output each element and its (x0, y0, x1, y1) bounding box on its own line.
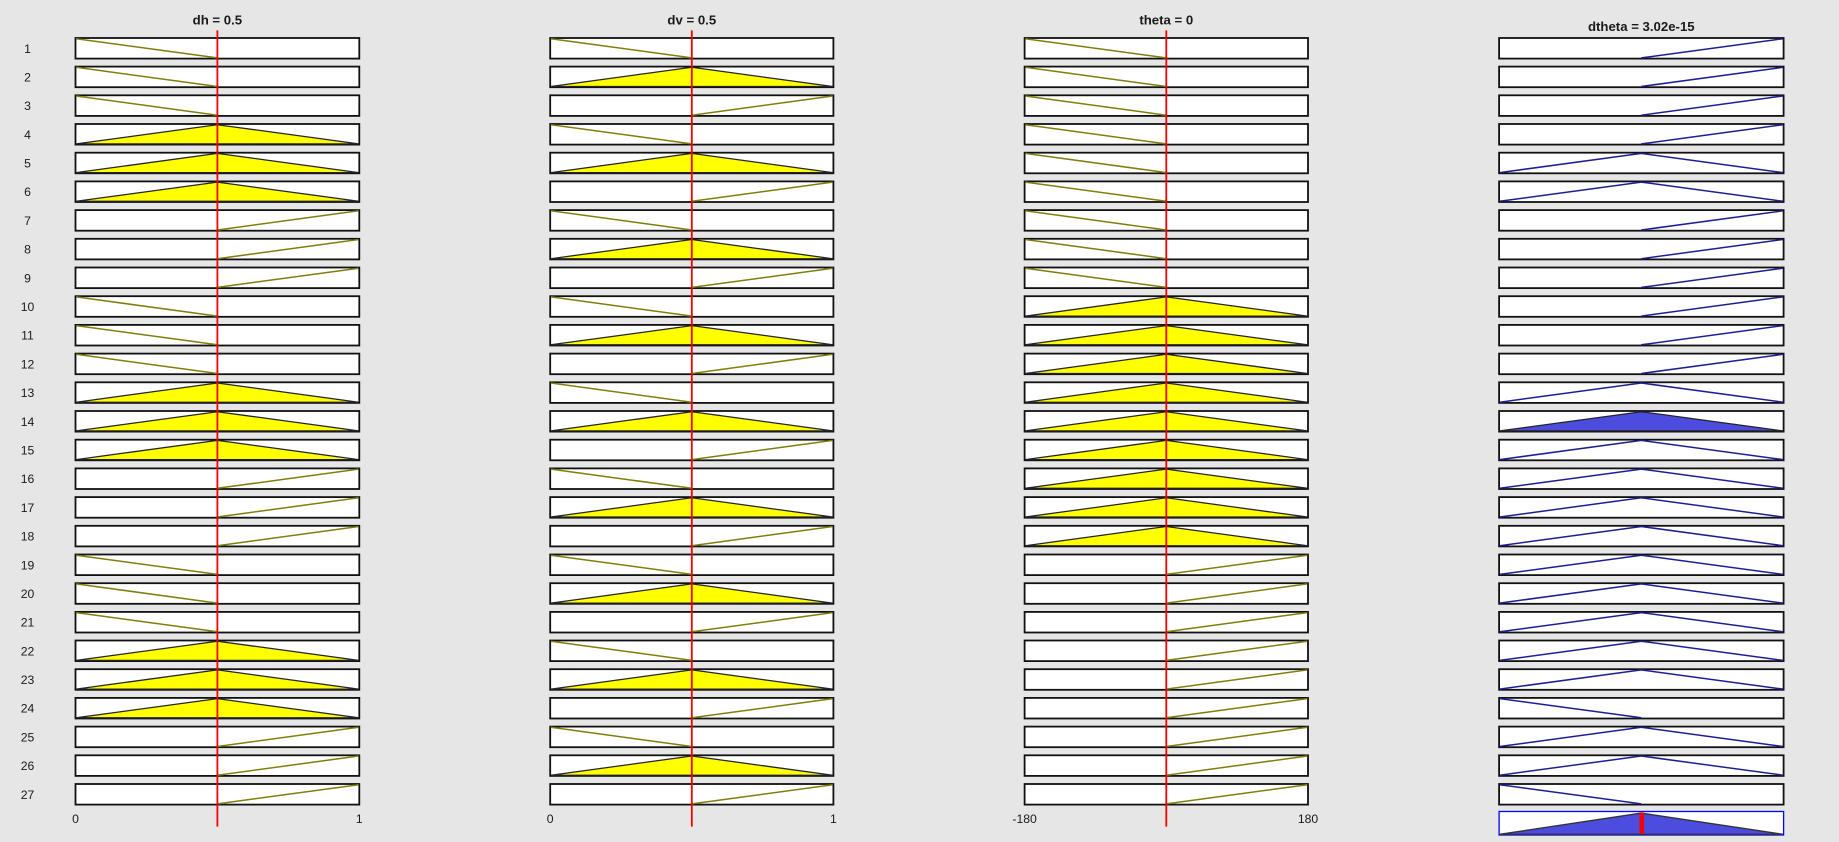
svg-text:4: 4 (24, 128, 31, 142)
svg-text:27: 27 (21, 788, 35, 802)
svg-text:2: 2 (24, 70, 31, 84)
svg-text:17: 17 (21, 501, 35, 515)
svg-text:-180: -180 (1012, 812, 1037, 826)
svg-text:11: 11 (21, 329, 34, 343)
svg-text:dv = 0.5: dv = 0.5 (667, 13, 716, 28)
svg-text:dtheta = 3.02e-15: dtheta = 3.02e-15 (1588, 19, 1695, 34)
svg-text:24: 24 (21, 702, 35, 716)
svg-text:19: 19 (21, 558, 35, 572)
svg-text:5: 5 (24, 157, 31, 171)
svg-text:180: 180 (1298, 812, 1319, 826)
svg-text:1: 1 (24, 42, 31, 56)
svg-text:20: 20 (21, 587, 35, 601)
svg-text:16: 16 (21, 472, 35, 486)
svg-text:0: 0 (72, 812, 79, 826)
svg-text:dh = 0.5: dh = 0.5 (193, 13, 242, 28)
svg-text:18: 18 (21, 530, 35, 544)
svg-text:0: 0 (547, 812, 554, 826)
svg-text:theta = 0: theta = 0 (1139, 13, 1193, 28)
svg-text:10: 10 (21, 300, 35, 314)
svg-text:25: 25 (21, 730, 35, 744)
svg-text:15: 15 (21, 444, 35, 458)
svg-text:13: 13 (21, 386, 35, 400)
svg-text:23: 23 (21, 673, 35, 687)
svg-text:1: 1 (356, 812, 363, 826)
svg-text:8: 8 (24, 243, 31, 257)
svg-text:1: 1 (830, 812, 837, 826)
svg-text:9: 9 (24, 271, 31, 285)
svg-text:26: 26 (21, 759, 35, 773)
svg-text:3: 3 (24, 99, 31, 113)
svg-text:21: 21 (21, 616, 35, 630)
svg-text:6: 6 (24, 185, 31, 199)
svg-text:7: 7 (24, 214, 31, 228)
svg-text:14: 14 (21, 415, 35, 429)
svg-text:12: 12 (21, 357, 35, 371)
svg-text:22: 22 (21, 644, 35, 658)
